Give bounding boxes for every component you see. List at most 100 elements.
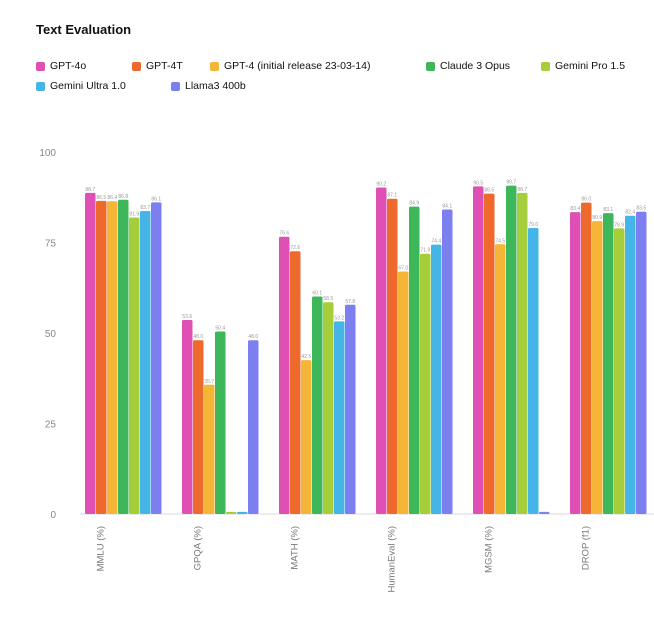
legend-swatch — [210, 61, 219, 71]
bar — [442, 209, 453, 514]
bar — [495, 244, 506, 514]
data-label: 83.7 — [140, 205, 150, 211]
legend-item: Llama3 400b — [171, 80, 246, 92]
bar — [376, 187, 387, 515]
data-label: 53.2 — [334, 315, 344, 321]
bar — [420, 253, 431, 514]
bar — [581, 202, 592, 514]
y-tick-label: 0 — [50, 510, 56, 521]
legend-item: Gemini Ultra 1.0 — [36, 80, 126, 92]
bar — [279, 236, 290, 514]
bar — [334, 321, 345, 514]
data-label: 88.7 — [85, 187, 95, 193]
data-label: 74.5 — [495, 238, 505, 244]
legend-label: GPT-4 (initial release 23-03-14) — [224, 60, 371, 72]
data-label: 72.6 — [290, 245, 300, 251]
data-label: 80.9 — [592, 215, 602, 221]
bar — [85, 192, 96, 514]
bar — [140, 211, 151, 514]
data-label: 71.9 — [420, 248, 430, 254]
x-tick-label: MATH (%) — [289, 526, 300, 570]
data-label: 90.7 — [506, 180, 516, 186]
legend-item: Claude 3 Opus — [426, 60, 510, 72]
legend-label: Llama3 400b — [185, 80, 246, 92]
x-tick-label: GPQA (%) — [192, 526, 203, 570]
bar — [636, 211, 647, 515]
y-tick-label: 75 — [45, 239, 57, 250]
bar — [484, 193, 495, 514]
bar — [603, 213, 614, 514]
legend-label: GPT-4o — [50, 60, 87, 72]
bar — [312, 296, 323, 514]
bar — [151, 202, 162, 514]
legend-swatch — [171, 81, 180, 91]
bar — [182, 319, 193, 514]
bar — [539, 511, 550, 514]
bar — [398, 271, 409, 514]
legend-label: GPT-4T — [146, 60, 183, 72]
bar — [528, 228, 539, 514]
data-label: 82.4 — [625, 210, 635, 216]
data-label: 83.1 — [603, 207, 613, 213]
bar — [517, 192, 528, 514]
bar — [96, 200, 107, 514]
legend-swatch — [36, 61, 45, 71]
data-label: 78.9 — [614, 222, 624, 228]
legend-label: Gemini Pro 1.5 — [555, 60, 626, 72]
bar — [592, 221, 603, 514]
data-label: 83.4 — [570, 206, 580, 212]
data-label: 88.5 — [484, 188, 494, 194]
bar — [431, 244, 442, 515]
legend-swatch — [36, 81, 45, 91]
data-label: 79.0 — [528, 222, 538, 228]
data-label: 86.8 — [118, 194, 128, 200]
data-label: 90.5 — [473, 180, 483, 186]
data-label: 53.6 — [182, 314, 192, 320]
bar — [345, 304, 356, 514]
bar — [387, 198, 398, 514]
bar — [204, 384, 215, 514]
bar — [215, 331, 226, 514]
data-label: 81.9 — [129, 212, 139, 218]
data-label: 67.0 — [398, 265, 408, 271]
data-label: 84.9 — [409, 201, 419, 207]
bar — [570, 212, 581, 514]
legend-swatch — [426, 61, 435, 71]
legend-item: GPT-4T — [132, 60, 183, 72]
data-label: 74.4 — [431, 239, 441, 245]
x-tick-label: MMLU (%) — [95, 526, 106, 571]
data-label: 57.8 — [345, 299, 355, 305]
legend-label: Claude 3 Opus — [440, 60, 511, 72]
legend-swatch — [541, 61, 550, 71]
data-label: 83.5 — [636, 206, 646, 212]
chart-title: Text Evaluation — [36, 22, 132, 37]
bar — [107, 201, 118, 515]
legend-label: Gemini Ultra 1.0 — [50, 80, 126, 92]
data-label: 90.2 — [376, 181, 386, 187]
legend-item: GPT-4o — [36, 60, 86, 72]
bar — [226, 511, 237, 514]
bar — [248, 340, 259, 514]
data-label: 86.0 — [581, 197, 591, 203]
x-tick-label: MGSM (%) — [483, 526, 494, 573]
y-tick-label: 100 — [39, 148, 56, 159]
bar — [290, 251, 301, 514]
bar — [118, 199, 129, 514]
bar — [409, 206, 420, 514]
data-label: 35.7 — [204, 379, 214, 385]
data-label: 86.1 — [151, 196, 161, 202]
data-label: 48.0 — [193, 334, 203, 340]
data-label: 88.7 — [517, 187, 527, 193]
legend-swatch — [132, 61, 141, 71]
data-label: 84.1 — [442, 204, 452, 210]
data-label: 76.6 — [279, 231, 289, 237]
bar — [301, 360, 312, 514]
y-tick-label: 25 — [45, 420, 57, 431]
data-label: 42.5 — [301, 354, 311, 360]
x-tick-label: HumanEval (%) — [386, 526, 397, 593]
bar — [237, 511, 248, 514]
data-label: 50.4 — [215, 326, 225, 332]
data-label: 86.4 — [107, 195, 117, 201]
bar — [193, 340, 204, 514]
